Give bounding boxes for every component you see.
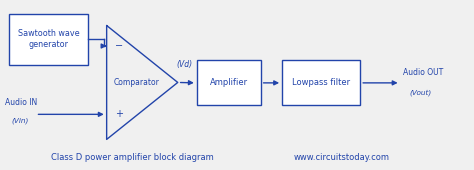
Text: Audio IN: Audio IN	[5, 98, 37, 107]
Text: Audio OUT: Audio OUT	[403, 68, 443, 77]
Text: Class D power amplifier block diagram: Class D power amplifier block diagram	[51, 152, 214, 162]
Text: (Vin): (Vin)	[12, 118, 29, 124]
FancyBboxPatch shape	[9, 14, 88, 65]
Text: www.circuitstoday.com: www.circuitstoday.com	[293, 152, 389, 162]
Text: Comparator: Comparator	[114, 78, 159, 87]
Text: (Vout): (Vout)	[409, 89, 431, 96]
Text: Sawtooth wave
generator: Sawtooth wave generator	[18, 29, 80, 49]
Text: −: −	[115, 41, 123, 51]
Text: +: +	[115, 109, 123, 119]
Text: Amplifier: Amplifier	[210, 78, 248, 87]
Text: Lowpass filter: Lowpass filter	[292, 78, 350, 87]
Text: (Vd): (Vd)	[176, 60, 192, 69]
FancyBboxPatch shape	[197, 60, 261, 105]
FancyBboxPatch shape	[282, 60, 360, 105]
